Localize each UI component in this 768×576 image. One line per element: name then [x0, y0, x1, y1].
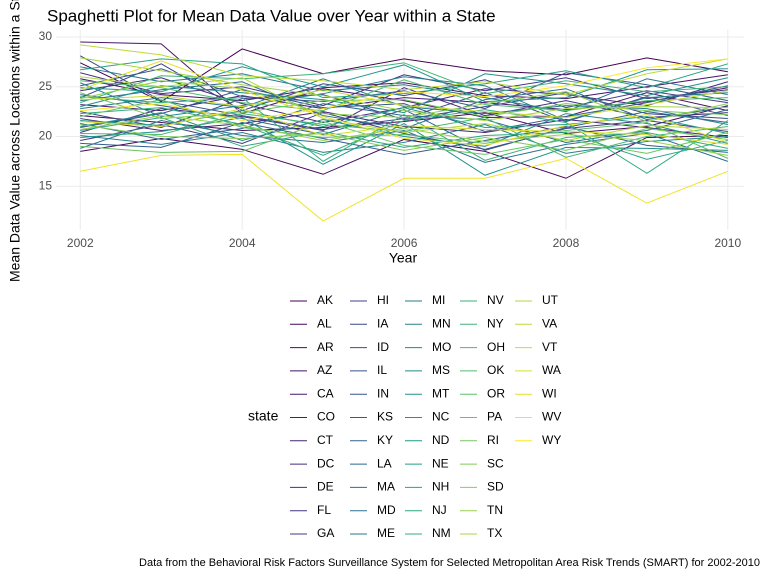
lines	[80, 41, 729, 222]
y-tick-label: 15	[39, 178, 53, 192]
series-line	[80, 92, 728, 120]
series-line	[80, 124, 728, 154]
series-line	[80, 62, 728, 104]
series-line	[80, 113, 728, 158]
legend-label: MI	[432, 293, 445, 307]
legend-label: ME	[377, 526, 395, 540]
legend-label: MA	[377, 480, 395, 494]
series-line	[80, 122, 728, 155]
series-line	[80, 58, 728, 122]
series-line	[80, 73, 728, 114]
y-tick-label: 25	[39, 79, 53, 93]
legend-label: ID	[377, 340, 389, 354]
series-line	[80, 66, 728, 113]
legend-label: KY	[377, 433, 393, 447]
legend-label: MT	[432, 386, 450, 400]
y-tick-label: 20	[39, 129, 53, 143]
series-line	[80, 60, 728, 146]
legend-label: NV	[487, 293, 504, 307]
y-axis-title: Mean Data Value across Locations within …	[7, 0, 23, 282]
legend-label: MS	[432, 363, 450, 377]
legend-label: HI	[377, 293, 389, 307]
legend-label: ND	[432, 433, 450, 447]
legend-label: OK	[487, 363, 504, 377]
series-line	[80, 153, 728, 222]
series-line	[80, 41, 728, 119]
legend-label: VT	[542, 340, 558, 354]
legend-label: IA	[377, 316, 388, 330]
legend-label: RI	[487, 433, 499, 447]
series-line	[80, 96, 728, 162]
legend-label: KS	[377, 410, 393, 424]
x-tick-label: 2008	[553, 236, 580, 250]
legend-label: DE	[317, 480, 334, 494]
series-line	[80, 44, 728, 96]
legend-label: TX	[487, 526, 502, 540]
legend-label: NE	[432, 456, 449, 470]
legend-label: MD	[377, 503, 396, 517]
series-line	[80, 134, 728, 179]
legend-label: LA	[377, 456, 392, 470]
series-line	[80, 120, 728, 163]
legend-title: state	[248, 408, 279, 424]
legend-label: SC	[487, 456, 504, 470]
series-line	[80, 58, 728, 99]
legend-label: MN	[432, 316, 451, 330]
legend-label: CT	[317, 433, 334, 447]
legend-label: NJ	[432, 503, 447, 517]
series-line	[80, 92, 728, 129]
series-line	[80, 79, 728, 112]
legend-label: FL	[317, 503, 331, 517]
x-tick-label: 2004	[229, 236, 256, 250]
chart-title: Spaghetti Plot for Mean Data Value over …	[47, 6, 496, 25]
legend-label: CO	[317, 410, 335, 424]
legend-label: AK	[317, 293, 333, 307]
y-tick-label: 30	[39, 29, 53, 43]
legend-label: PA	[487, 410, 502, 424]
caption: Data from the Behavioral Risk Factors Su…	[139, 557, 760, 569]
legend-label: AL	[317, 316, 332, 330]
legend-label: SD	[487, 480, 504, 494]
x-tick-label: 2006	[391, 236, 418, 250]
x-axis-title: Year	[389, 250, 418, 266]
legend-label: AR	[317, 340, 334, 354]
legend-label: VA	[542, 316, 557, 330]
legend-label: AZ	[317, 363, 332, 377]
x-tick-label: 2002	[67, 236, 94, 250]
x-tick-label: 2010	[714, 236, 741, 250]
legend-label: NC	[432, 410, 450, 424]
legend-label: WY	[542, 433, 561, 447]
legend-label: NH	[432, 480, 449, 494]
legend-label: OH	[487, 340, 505, 354]
legend-label: CA	[317, 386, 334, 400]
legend-label: WA	[542, 363, 561, 377]
legend-label: IN	[377, 386, 389, 400]
series-line	[80, 89, 728, 119]
series-line	[80, 112, 728, 147]
legend-label: DC	[317, 456, 335, 470]
series-line	[80, 112, 728, 150]
series-line	[80, 76, 728, 141]
legend-label: NY	[487, 316, 504, 330]
series-line	[80, 57, 728, 122]
legend-label: UT	[542, 293, 559, 307]
legend-label: WV	[542, 410, 561, 424]
series-line	[80, 108, 728, 145]
series-line	[80, 107, 729, 174]
series-line	[80, 74, 728, 102]
legend-label: WI	[542, 386, 557, 400]
series-line	[80, 94, 728, 151]
legend-label: MO	[432, 340, 451, 354]
legend-label: OR	[487, 386, 505, 400]
series-line	[80, 121, 728, 155]
series-line	[80, 115, 728, 156]
legend-label: IL	[377, 363, 387, 377]
legend-label: TN	[487, 503, 503, 517]
series-line	[80, 124, 728, 151]
legend-label: GA	[317, 526, 334, 540]
legend-label: NM	[432, 526, 451, 540]
